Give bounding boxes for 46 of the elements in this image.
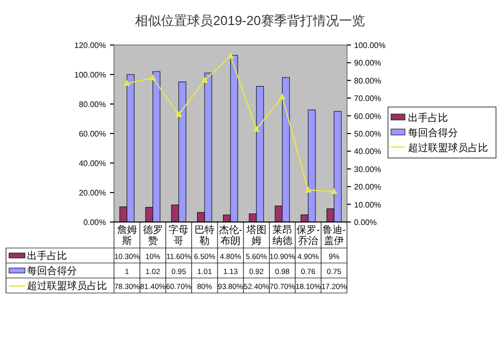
x-tick-label: 德罗赞 <box>142 225 163 247</box>
point <box>201 76 208 83</box>
point <box>278 93 286 100</box>
y-tick-label: 20.00% <box>78 188 106 198</box>
y2-tick-label: 20.00% <box>354 182 382 192</box>
legend-item: 超过联盟球员占比 <box>9 281 107 292</box>
y-tick-label: 80.00% <box>78 100 106 109</box>
legend-item: 出手占比 <box>8 251 67 262</box>
legend-item: 出手占比 <box>390 113 448 124</box>
point <box>304 186 312 192</box>
x-tick-label: 詹姆斯 <box>116 224 137 247</box>
y2-tick-label: 60.00% <box>354 112 382 121</box>
legend-item: 每回合得分 <box>390 128 458 139</box>
legend-label: 每回合得分 <box>27 265 77 277</box>
point <box>252 126 260 132</box>
point <box>175 111 182 118</box>
point <box>149 74 156 80</box>
x-tick-label: 塔图姆 <box>245 224 266 247</box>
x-tick-label: 巴特勒 <box>194 224 215 247</box>
y-tick-label: 100.00% <box>74 70 106 80</box>
point <box>330 188 338 194</box>
y2-tick-label: 100.00% <box>354 41 386 50</box>
x-tick-label: 杰伦-布朗 <box>218 224 242 247</box>
y-tick-label: 60.00% <box>78 130 106 138</box>
legend-item: 超过联盟球员占比 <box>391 143 488 154</box>
y-tick-label: 120.00% <box>74 41 106 50</box>
y2-tick-label: 50.00% <box>354 130 382 138</box>
x-tick-label: 字母哥 <box>168 224 189 247</box>
x-tick-label: 鲁迪-盖伊 <box>322 224 346 247</box>
x-tick-label: 保罗-乔治 <box>296 225 320 247</box>
y-tick-label: 40.00% <box>78 159 106 168</box>
legend-label: 超过联盟球员占比 <box>408 142 488 154</box>
chart-title: 相似位置球员2019-20赛季背打情况一览 <box>135 13 365 28</box>
y-tick-label: 0.00% <box>83 218 106 227</box>
x-tick-label: 莱昂纳德 <box>272 224 292 247</box>
legend-label: 出手占比 <box>27 250 67 262</box>
legend-item: 每回合得分 <box>8 266 77 277</box>
y2-tick-label: 0.00% <box>354 218 377 227</box>
y2-tick-label: 70.00% <box>354 94 382 104</box>
y2-tick-label: 80.00% <box>354 76 382 86</box>
y2-tick-label: 40.00% <box>354 147 382 156</box>
y2-tick-label: 90.00% <box>354 58 382 68</box>
point <box>227 52 234 58</box>
y2-tick-label: 10.00% <box>354 200 382 210</box>
point <box>123 80 130 86</box>
y2-tick-label: 30.00% <box>354 164 382 174</box>
